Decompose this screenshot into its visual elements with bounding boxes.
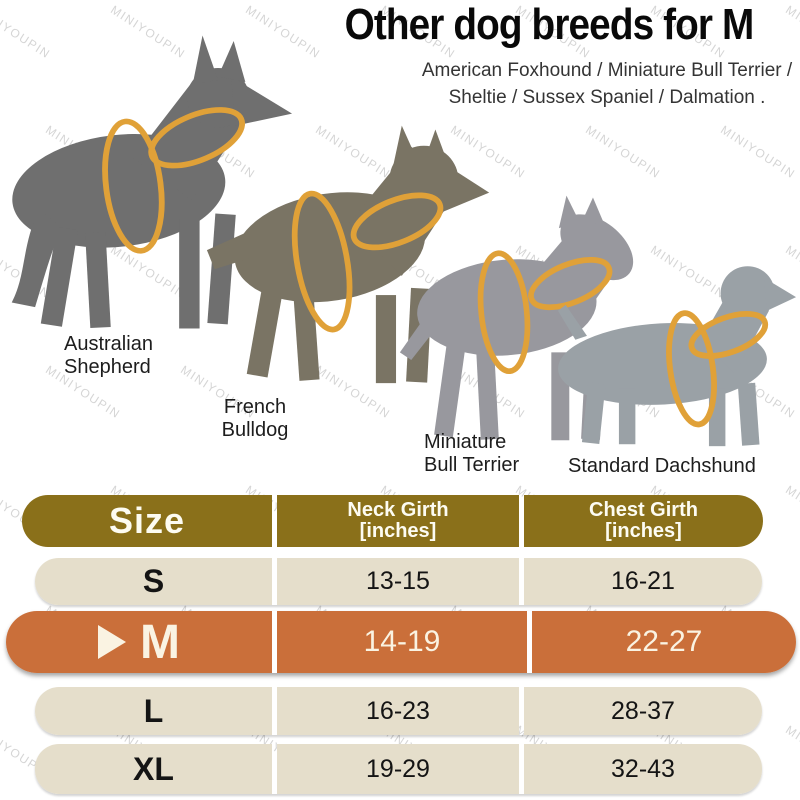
size-table-header: Size Neck Girth [inches] Chest Girth [in… <box>22 495 763 547</box>
size-value: S <box>35 558 272 605</box>
neck-girth-value: 16-23 <box>277 687 519 735</box>
size-value: XL <box>35 744 272 794</box>
watermark: MINIYOUPIN <box>783 2 800 62</box>
watermark: MINIYOUPIN <box>783 722 800 782</box>
watermark: MINIYOUPIN <box>583 122 664 182</box>
neck-girth-value: 13-15 <box>277 558 519 605</box>
subtitle-line-2: Sheltie / Sussex Spaniel / Dalmation . <box>448 87 766 108</box>
label-french-bulldog: French Bulldog <box>221 396 289 441</box>
watermark: MINIYOUPIN <box>718 122 799 182</box>
harness-loops <box>477 250 613 375</box>
harness-loops <box>291 190 444 333</box>
selected-size-arrow-icon <box>98 625 126 659</box>
label-australian-shepherd: Australian Shepherd <box>64 333 153 378</box>
watermark: MINIYOUPIN <box>783 482 800 542</box>
harness-loops <box>102 107 246 254</box>
size-value: M <box>6 611 272 673</box>
table-row-size-m-highlighted: M 14-19 22-27 <box>6 611 796 673</box>
chest-girth-value: 32-43 <box>524 744 762 794</box>
label-miniature-bull-terrier: Miniature Bull Terrier <box>424 431 520 476</box>
table-row-size-l: L 16-23 28-37 <box>35 687 762 735</box>
chest-girth-value: 22-27 <box>532 611 796 673</box>
table-row-size-xl: XL 19-29 32-43 <box>35 744 762 794</box>
neck-girth-value: 19-29 <box>277 744 519 794</box>
page-title: Other dog breeds for M <box>344 0 755 49</box>
subtitle: American Foxhound / Miniature Bull Terri… <box>418 57 796 111</box>
chest-girth-value: 28-37 <box>524 687 762 735</box>
chest-girth-value: 16-21 <box>524 558 762 605</box>
neck-girth-value: 14-19 <box>277 611 527 673</box>
table-row-size-s: S 13-15 16-21 <box>35 558 762 605</box>
header-chest-girth: Chest Girth [inches] <box>524 495 763 547</box>
header-neck-girth: Neck Girth [inches] <box>277 495 519 547</box>
label-standard-dachshund: Standard Dachshund <box>568 455 756 477</box>
harness-loops <box>666 310 769 428</box>
subtitle-line-1: American Foxhound / Miniature Bull Terri… <box>421 60 793 81</box>
header-size: Size <box>22 495 272 547</box>
size-value: L <box>35 687 272 735</box>
dog-silhouette-standard-dachshund <box>557 266 797 447</box>
